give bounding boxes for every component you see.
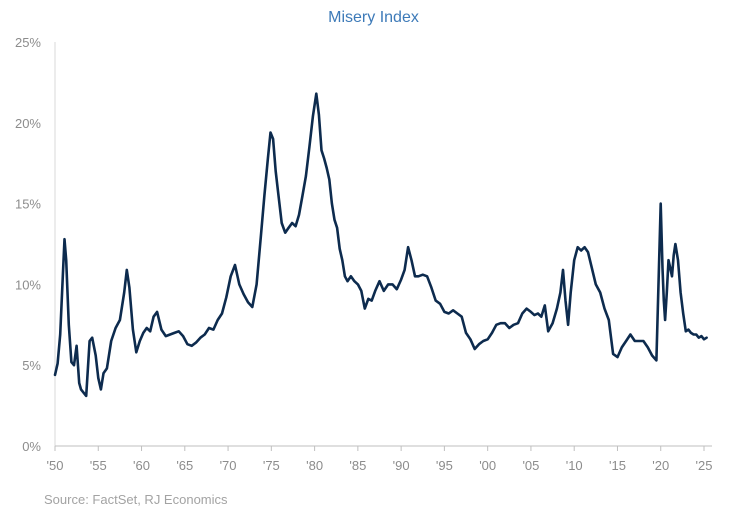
x-tick-label: '70 [220,458,237,473]
x-tick-label: '60 [133,458,150,473]
x-tick-label: '65 [176,458,193,473]
chart-title: Misery Index [328,9,419,26]
x-tick-label: '85 [349,458,366,473]
x-tick-label: '25 [696,458,713,473]
x-tick-label: '20 [652,458,669,473]
y-tick-label: 20% [15,116,41,131]
y-tick-label: 0% [22,439,41,454]
y-tick-label: 5% [22,358,41,373]
x-tick-label: '50 [47,458,64,473]
x-tick-label: '00 [479,458,496,473]
x-tick-label: '90 [393,458,410,473]
x-tick-label: '10 [566,458,583,473]
x-tick-label: '75 [263,458,280,473]
y-tick-label: 25% [15,35,41,50]
x-tick-label: '95 [436,458,453,473]
x-tick-label: '55 [90,458,107,473]
y-tick-label: 10% [15,277,41,292]
x-axis-ticks: '50 '55 '60 '65 '70 '75 '80 '85 '90 '95 '00 '05 '10 '… [47,446,713,473]
x-tick-label: '80 [306,458,323,473]
x-tick-label: '15 [609,458,626,473]
y-axis-ticks: 0% 5% 10% 15% 20% 25% [15,35,41,454]
series-line-misery-index [53,92,708,398]
x-tick-label: '05 [522,458,539,473]
y-tick-label: 15% [15,197,41,212]
source-note: Source: FactSet, RJ Economics [44,492,228,507]
